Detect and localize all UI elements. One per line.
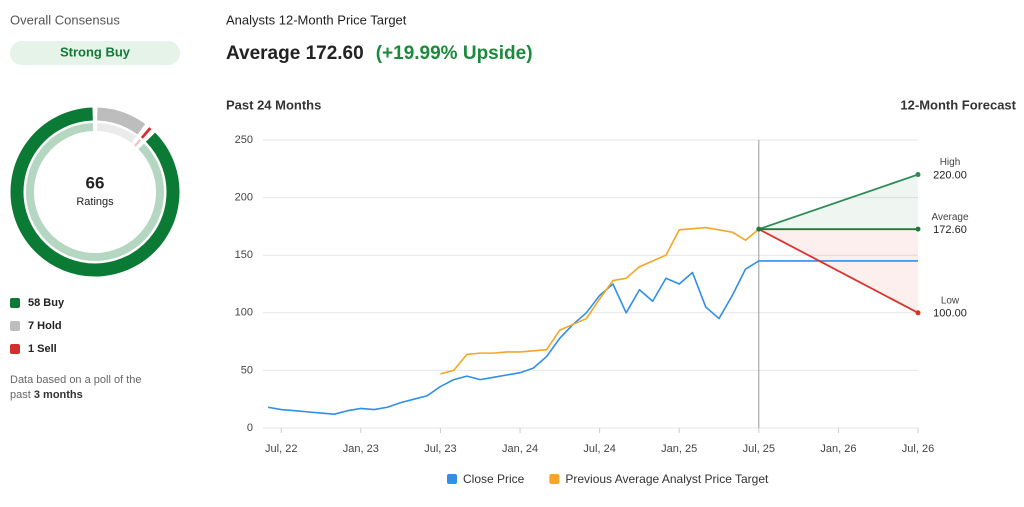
forecast-value: 172.60 [933, 224, 967, 236]
donut-inner-segment [134, 139, 142, 147]
legend-label: 1 Sell [28, 343, 57, 355]
forecast-label: 12-Month Forecast [900, 97, 1016, 112]
rating-pill [10, 41, 180, 65]
x-tick-label: Jul, 22 [265, 443, 297, 455]
past-label: Past 24 Months [226, 97, 321, 112]
legend-label: 7 Hold [28, 320, 62, 332]
x-tick-label: Jul, 24 [583, 443, 615, 455]
forecast-value: 100.00 [933, 308, 967, 320]
x-tick-label: Jul, 25 [743, 443, 775, 455]
legend-label: 58 Buy [28, 297, 65, 309]
series-line [267, 260, 760, 415]
rating: Strong Buy [60, 44, 131, 59]
note: Data based on a poll of the past 3 months [10, 374, 141, 401]
donut-inner-segment [26, 123, 164, 261]
legend-swatch [10, 298, 20, 308]
forecast-dot [915, 310, 921, 316]
y-tick-label: 250 [235, 134, 253, 146]
upside: (+19.99% Upside) [376, 43, 533, 64]
legend-swatch [10, 344, 20, 354]
legend-swatch [549, 474, 560, 484]
donut-inner-segment [96, 123, 137, 144]
note-bold: 3 months [34, 389, 83, 401]
forecast-dot [915, 226, 921, 232]
x-tick-label: Jul, 26 [902, 443, 934, 455]
average-name: Average [226, 43, 300, 64]
y-tick-label: 50 [241, 364, 253, 376]
donut-segment [96, 107, 146, 135]
note-line: past [10, 389, 31, 401]
legend-label: Close Price [463, 472, 525, 486]
note-line: Data based on a poll of the [10, 374, 141, 386]
target-title: Analysts 12-Month Price Target [226, 12, 407, 27]
forecast-start-dot [756, 226, 762, 232]
forecast-line [758, 173, 919, 231]
x-tick-label: Jan, 24 [502, 443, 538, 455]
series-line [440, 226, 760, 375]
legend-label: Previous Average Analyst Price Target [565, 472, 769, 486]
donut-segment [140, 127, 152, 139]
forecast-line [758, 228, 919, 314]
y-tick-label: 0 [247, 422, 253, 434]
consensus-title: Overall Consensus [10, 12, 120, 27]
x-tick-label: Jan, 26 [820, 443, 856, 455]
forecast-dot [915, 172, 921, 178]
average-headline: Average 172.60 (+19.99% Upside) [226, 43, 533, 64]
donut-segment [10, 107, 180, 277]
forecast-name: High [940, 157, 961, 168]
donut-total: 66 [86, 173, 105, 192]
y-tick-label: 100 [235, 307, 253, 319]
average-value: 172.60 [306, 43, 364, 64]
donut-total-label: Ratings [76, 196, 114, 208]
y-tick-label: 150 [235, 249, 253, 261]
forecast-value: 220.00 [933, 169, 967, 181]
x-tick-label: Jan, 23 [343, 443, 379, 455]
legend-swatch [10, 321, 20, 331]
forecast-name: Low [941, 295, 960, 306]
y-tick-label: 200 [235, 192, 253, 204]
forecast-name: Average [931, 212, 969, 223]
x-tick-label: Jul, 23 [424, 443, 456, 455]
legend-swatch [447, 474, 457, 484]
x-tick-label: Jan, 25 [661, 443, 697, 455]
